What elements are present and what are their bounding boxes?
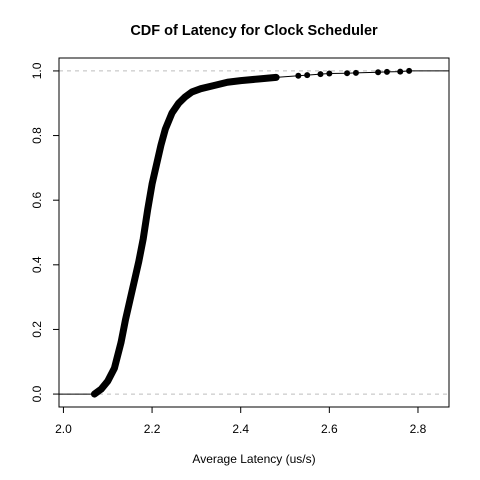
data-point-16 (175, 100, 182, 107)
data-point-14 (162, 126, 169, 133)
x-tick-label-3: 2.6 (321, 422, 338, 436)
x-tick-label-2: 2.4 (232, 422, 249, 436)
data-point-30 (352, 69, 359, 76)
data-point-3 (111, 365, 118, 372)
cdf-curve (59, 70, 449, 398)
data-point-19 (197, 85, 204, 92)
data-point-11 (149, 181, 156, 188)
data-point-26 (304, 72, 311, 79)
y-tick-label-2: 0.4 (30, 256, 44, 273)
y-tick-label-1: 0.2 (30, 321, 44, 338)
data-point-34 (406, 67, 413, 74)
data-point-9 (140, 235, 147, 242)
data-point-23 (255, 76, 262, 83)
x-axis-label: Average Latency (us/s) (192, 452, 315, 466)
data-point-32 (383, 68, 390, 75)
y-tick-label-5: 1.0 (30, 62, 44, 79)
data-point-5 (122, 316, 129, 323)
data-point-28 (326, 70, 333, 77)
data-points (91, 67, 413, 398)
x-tick-label-1: 2.2 (144, 422, 161, 436)
data-point-25 (295, 72, 302, 79)
data-point-29 (344, 70, 351, 77)
y-axis: 0.0 0.2 0.4 0.6 0.8 1.0 (30, 62, 59, 402)
data-point-17 (182, 93, 189, 100)
data-point-0 (91, 391, 98, 398)
data-point-33 (397, 68, 404, 75)
data-point-15 (169, 109, 176, 116)
data-point-1 (98, 386, 105, 393)
cdf-dense-points (90, 73, 280, 398)
x-tick-label-4: 2.8 (410, 422, 427, 436)
plot-frame (58, 57, 450, 408)
y-tick-label-3: 0.6 (30, 192, 44, 209)
data-point-22 (237, 77, 244, 84)
data-point-7 (131, 277, 138, 284)
data-point-18 (188, 88, 195, 95)
data-point-13 (157, 142, 164, 149)
data-point-27 (317, 71, 324, 78)
data-point-12 (153, 161, 160, 168)
data-point-10 (144, 206, 151, 213)
y-tick-label-0: 0.0 (30, 385, 44, 402)
reference-lines (59, 70, 449, 395)
data-point-4 (118, 339, 125, 346)
data-point-24 (273, 74, 280, 81)
x-tick-label-0: 2.0 (55, 422, 72, 436)
data-point-2 (104, 378, 111, 385)
chart-title: CDF of Latency for Clock Scheduler (130, 23, 378, 39)
x-axis: 2.0 2.2 2.4 2.6 2.8 (55, 407, 427, 436)
data-point-20 (211, 82, 218, 89)
data-point-8 (135, 258, 142, 265)
data-point-21 (224, 79, 231, 86)
y-tick-label-4: 0.8 (30, 127, 44, 144)
data-point-31 (375, 69, 382, 76)
data-point-6 (126, 297, 133, 304)
